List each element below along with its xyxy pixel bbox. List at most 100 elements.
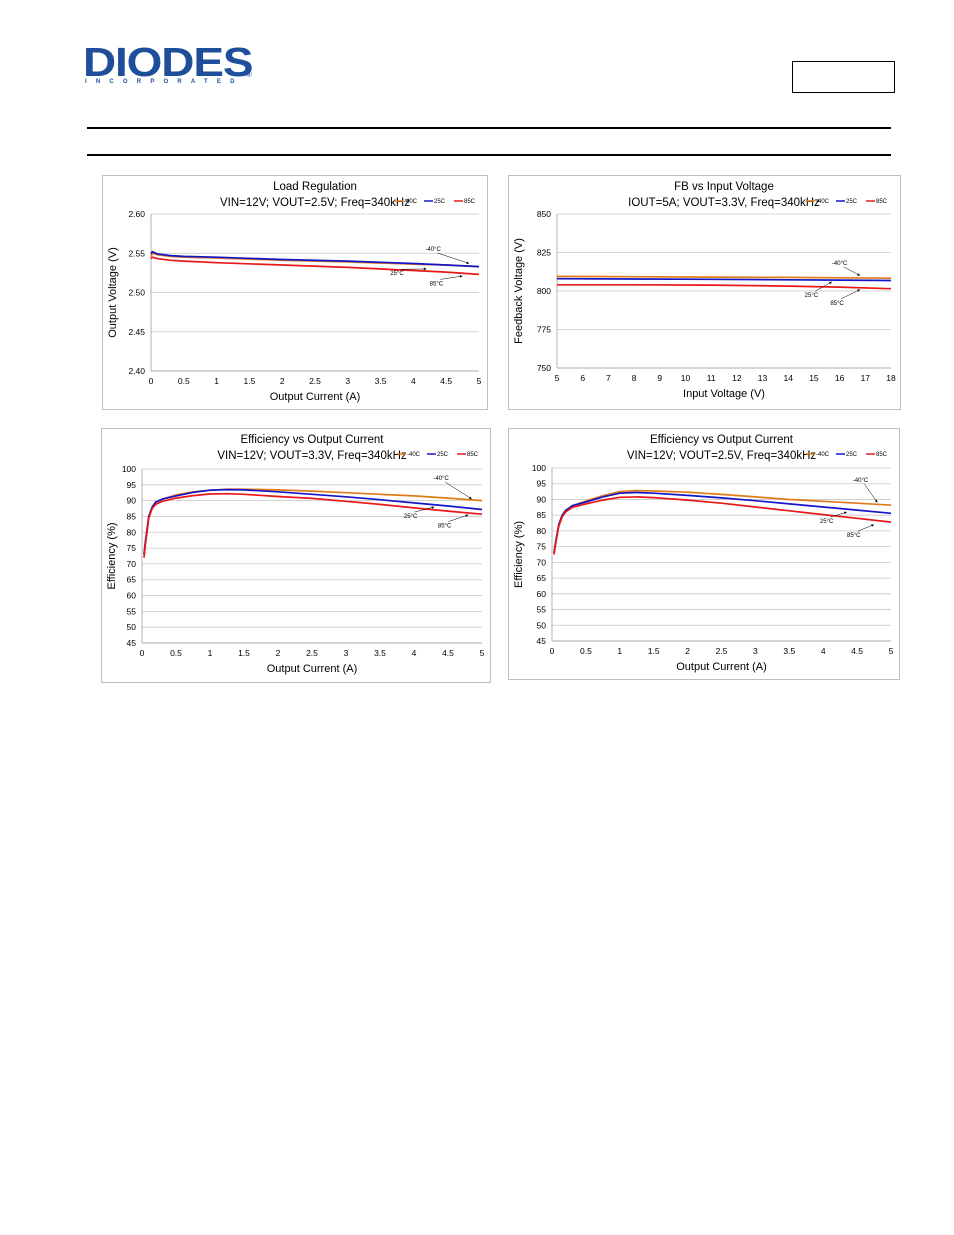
y-tick-label: 75 — [537, 542, 547, 552]
x-tick-label: 11 — [707, 373, 716, 383]
header-rule-bottom — [87, 154, 891, 156]
annotation-arrowhead — [468, 496, 472, 500]
x-tick-label: 8 — [632, 373, 637, 383]
y-tick-label: 50 — [537, 620, 547, 630]
annotation-label: -40°C — [853, 478, 869, 484]
x-tick-label: 2.5 — [716, 646, 728, 656]
chart-fb-vs-input-voltage: FB vs Input Voltage IOUT=5A; VOUT=3.3V, F… — [508, 175, 901, 410]
series-line-85c — [143, 492, 483, 558]
x-tick-label: 4.5 — [440, 376, 452, 386]
chart-subtitle: VIN=12V; VOUT=2.5V, Freq=340kHz — [627, 450, 817, 462]
chart-efficiency-2v5: Efficiency vs Output Current VIN=12V; VOU… — [508, 428, 900, 680]
x-tick-label: 4.5 — [442, 648, 454, 658]
x-tick-label: 7 — [606, 373, 611, 383]
x-tick-label: 5 — [555, 373, 560, 383]
registered-mark: ® — [246, 70, 252, 79]
x-tick-label: 17 — [861, 373, 871, 383]
x-tick-label: 4 — [411, 376, 416, 386]
y-tick-label: 75 — [127, 543, 137, 553]
annotation-label: 25°C — [820, 519, 834, 525]
x-tick-label: 1 — [617, 646, 622, 656]
annotation-arrowhead — [828, 281, 832, 285]
y-tick-label: 100 — [122, 464, 136, 474]
y-tick-label: 90 — [127, 496, 137, 506]
y-tick-label: 70 — [127, 559, 137, 569]
annotation-arrowhead — [871, 524, 875, 527]
x-tick-label: 3.5 — [374, 648, 386, 658]
x-tick-label: 0.5 — [580, 646, 592, 656]
x-tick-label: 12 — [732, 373, 742, 383]
y-tick-label: 65 — [537, 573, 547, 583]
y-tick-label: 65 — [127, 575, 137, 585]
annotation-arrowhead — [857, 289, 861, 292]
annotation-arrow — [437, 252, 470, 264]
x-tick-label: 14 — [783, 373, 793, 383]
series-line-85c — [553, 496, 892, 555]
series-line-25c — [556, 277, 892, 282]
x-tick-label: 15 — [809, 373, 819, 383]
x-tick-label: 0.5 — [178, 376, 190, 386]
chart-load-regulation: Load Regulation VIN=12V; VOUT=2.5V; Freq=… — [102, 175, 488, 410]
legend-label-40c: -40C — [816, 199, 830, 205]
x-tick-label: 2.5 — [309, 376, 321, 386]
y-tick-label: 50 — [127, 622, 137, 632]
y-tick-label: 750 — [537, 363, 551, 373]
x-tick-label: 4 — [412, 648, 417, 658]
annotation-arrowhead — [874, 499, 878, 503]
series-line-25c — [150, 250, 480, 268]
annotation-arrow — [414, 506, 435, 513]
annotation-label: -40°C — [425, 247, 441, 253]
y-tick-label: 90 — [537, 494, 547, 504]
y-tick-label: 45 — [127, 638, 137, 648]
chart-svg: Efficiency vs Output Current VIN=12V; VOU… — [106, 434, 485, 675]
logo-wordmark: DIODES — [83, 39, 253, 85]
legend-label-85c: 85C — [876, 199, 888, 205]
annotation-label: 85°C — [430, 281, 444, 287]
legend-label-40c: -40C — [404, 199, 418, 205]
annotation-arrow — [864, 484, 878, 503]
y-tick-label: 55 — [127, 606, 137, 616]
y-axis-label: Output Voltage (V) — [107, 247, 119, 338]
x-tick-label: 5 — [889, 646, 894, 656]
x-axis-label: Output Current (A) — [676, 661, 766, 673]
chart-subtitle: VIN=12V; VOUT=3.3V, Freq=340kHz — [217, 450, 407, 462]
x-tick-label: 2 — [685, 646, 690, 656]
chart-svg: Efficiency vs Output Current VIN=12V; VOU… — [513, 434, 894, 673]
y-tick-label: 850 — [537, 209, 551, 219]
x-tick-label: 4.5 — [851, 646, 863, 656]
x-tick-label: 1.5 — [238, 648, 250, 658]
x-tick-label: 2.5 — [306, 648, 318, 658]
x-axis-label: Input Voltage (V) — [683, 388, 765, 400]
x-tick-label: 1 — [208, 648, 213, 658]
chart-title: FB vs Input Voltage — [674, 181, 774, 193]
y-tick-label: 95 — [127, 480, 137, 490]
x-tick-label: 3 — [345, 376, 350, 386]
y-tick-label: 2.50 — [128, 288, 145, 298]
y-axis-label: Efficiency (%) — [513, 521, 525, 588]
x-tick-label: 3 — [344, 648, 349, 658]
x-tick-label: 0 — [140, 648, 145, 658]
annotation-label: -40°C — [433, 476, 449, 482]
y-tick-label: 70 — [537, 557, 547, 567]
x-tick-label: 1 — [214, 376, 219, 386]
y-tick-label: 60 — [537, 589, 547, 599]
x-tick-label: 5 — [480, 648, 485, 658]
y-tick-label: 60 — [127, 591, 137, 601]
series-line-85c — [150, 256, 480, 276]
x-tick-label: 2 — [280, 376, 285, 386]
chart-subtitle: IOUT=5A; VOUT=3.3V, Freq=340kHz — [628, 197, 820, 209]
annotation-arrow — [857, 524, 875, 532]
annotation-arrowhead — [423, 267, 427, 271]
part-number-box — [792, 61, 895, 93]
annotation-label: 85°C — [438, 524, 452, 530]
annotation-arrowhead — [465, 514, 469, 517]
series-line-85c — [557, 283, 892, 290]
annotation-arrow — [830, 511, 848, 518]
x-tick-label: 3.5 — [783, 646, 795, 656]
y-tick-label: 825 — [537, 248, 551, 258]
y-tick-label: 100 — [532, 463, 546, 473]
annotation-label: 25°C — [390, 271, 404, 277]
y-tick-label: 80 — [127, 527, 137, 537]
logo-subtext: INCORPORATED — [85, 79, 244, 85]
y-tick-label: 85 — [537, 510, 547, 520]
